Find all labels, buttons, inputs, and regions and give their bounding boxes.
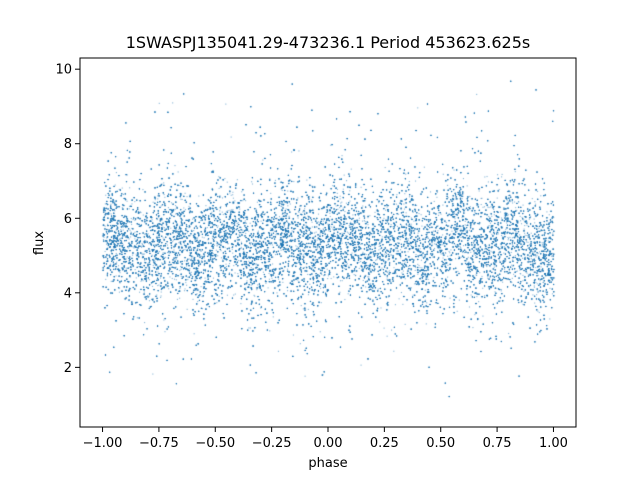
x-axis-label: phase bbox=[308, 456, 347, 471]
y-axis-label: flux bbox=[32, 231, 47, 255]
y-tick-label: 8 bbox=[64, 137, 72, 152]
x-tick-label: −0.50 bbox=[195, 436, 235, 451]
x-tick-label: 0.25 bbox=[370, 436, 399, 451]
x-axis: −1.00 −0.75 −0.50 −0.25 0.00 0.25 0.50 0.75 1.00 bbox=[83, 427, 568, 451]
y-tick-label: 2 bbox=[64, 361, 72, 376]
scatter-points bbox=[80, 58, 576, 427]
x-tick-label: −0.25 bbox=[252, 436, 292, 451]
y-tick-label: 6 bbox=[64, 212, 72, 227]
x-tick-label: −1.00 bbox=[83, 436, 123, 451]
x-tick-label: 0.00 bbox=[314, 436, 343, 451]
points-layer bbox=[80, 58, 576, 427]
x-tick-label: 0.50 bbox=[426, 436, 455, 451]
x-tick-label: 0.75 bbox=[483, 436, 512, 451]
y-tick-label: 4 bbox=[64, 286, 72, 301]
y-tick-label: 10 bbox=[55, 63, 72, 78]
chart-title: 1SWASPJ135041.29-473236.1 Period 453623.… bbox=[126, 33, 531, 52]
y-axis: 2 4 6 8 10 bbox=[55, 63, 80, 376]
x-tick-label: −0.75 bbox=[139, 436, 179, 451]
x-tick-label: 1.00 bbox=[539, 436, 568, 451]
